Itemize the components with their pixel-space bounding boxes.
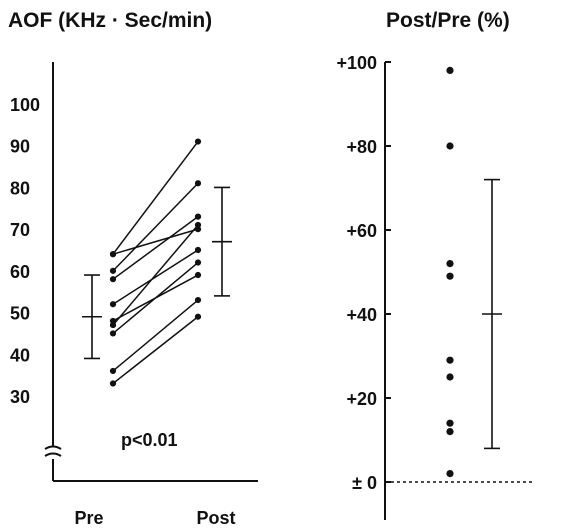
left-chart-annotation: p<0.01	[121, 430, 178, 450]
post-point	[194, 226, 202, 233]
pre-point	[109, 251, 117, 258]
left-axis-break-top	[44, 445, 62, 450]
pre-point	[109, 367, 117, 375]
right-y-tick-label: +80	[346, 137, 377, 157]
post-point	[194, 180, 202, 187]
left-chart-title: AOF (KHz · Sec/min)	[8, 9, 212, 32]
left-chart-layer: 100 90 80 70 60 50 40 30	[10, 62, 258, 482]
pre-point	[109, 276, 117, 283]
percent-change-point	[446, 356, 454, 364]
subject-line	[112, 141, 199, 255]
right-y-tick-label: +60	[346, 221, 377, 241]
right-y-tick-label: +100	[336, 53, 377, 73]
left-y-tick-label: 60	[10, 262, 30, 282]
subject-line	[112, 316, 199, 385]
left-axis-break-bottom	[44, 452, 62, 457]
left-y-tick-label: 90	[10, 137, 30, 157]
left-y-tick-label: 50	[10, 304, 30, 324]
post-point	[194, 213, 202, 220]
percent-change-point	[446, 428, 454, 436]
post-point	[194, 246, 202, 254]
post-point	[194, 313, 202, 320]
pre-point	[109, 301, 117, 308]
percent-change-point	[446, 142, 454, 150]
pre-label: Pre	[74, 508, 103, 528]
subject-line	[112, 228, 199, 255]
subject-line	[112, 224, 199, 326]
subject-line	[112, 216, 199, 280]
percent-change-point	[446, 470, 454, 478]
left-y-tick-label: 70	[10, 220, 30, 240]
percent-change-point	[446, 260, 454, 268]
left-y-tick-label: 80	[10, 178, 30, 198]
right-y-tick-label: +20	[346, 389, 377, 409]
pre-point	[109, 380, 117, 387]
percent-change-point	[446, 373, 454, 381]
post-point	[194, 296, 202, 304]
right-y-tick-label: ± 0	[352, 473, 377, 493]
percent-change-point	[446, 272, 454, 280]
percent-change-point	[446, 419, 454, 427]
right-y-tick-label: +40	[346, 305, 377, 325]
left-y-tick-label: 30	[10, 387, 30, 407]
post-point	[194, 138, 202, 145]
pre-point	[109, 330, 117, 337]
subject-line	[112, 182, 199, 272]
left-y-tick-label: 100	[10, 95, 40, 115]
right-chart-title: Post/Pre (%)	[386, 9, 510, 32]
post-point	[194, 259, 202, 266]
subject-line	[112, 261, 199, 335]
subject-line	[112, 249, 199, 305]
pre-point	[109, 267, 117, 274]
subject-line	[112, 299, 199, 372]
pre-point	[109, 321, 117, 329]
post-label: Post	[196, 508, 235, 528]
right-chart-layer: +100 +80 +60 +40 +20 ± 0	[336, 53, 532, 520]
percent-change-point	[446, 66, 454, 74]
left-y-tick-label: 40	[10, 345, 30, 365]
post-point	[194, 271, 202, 279]
